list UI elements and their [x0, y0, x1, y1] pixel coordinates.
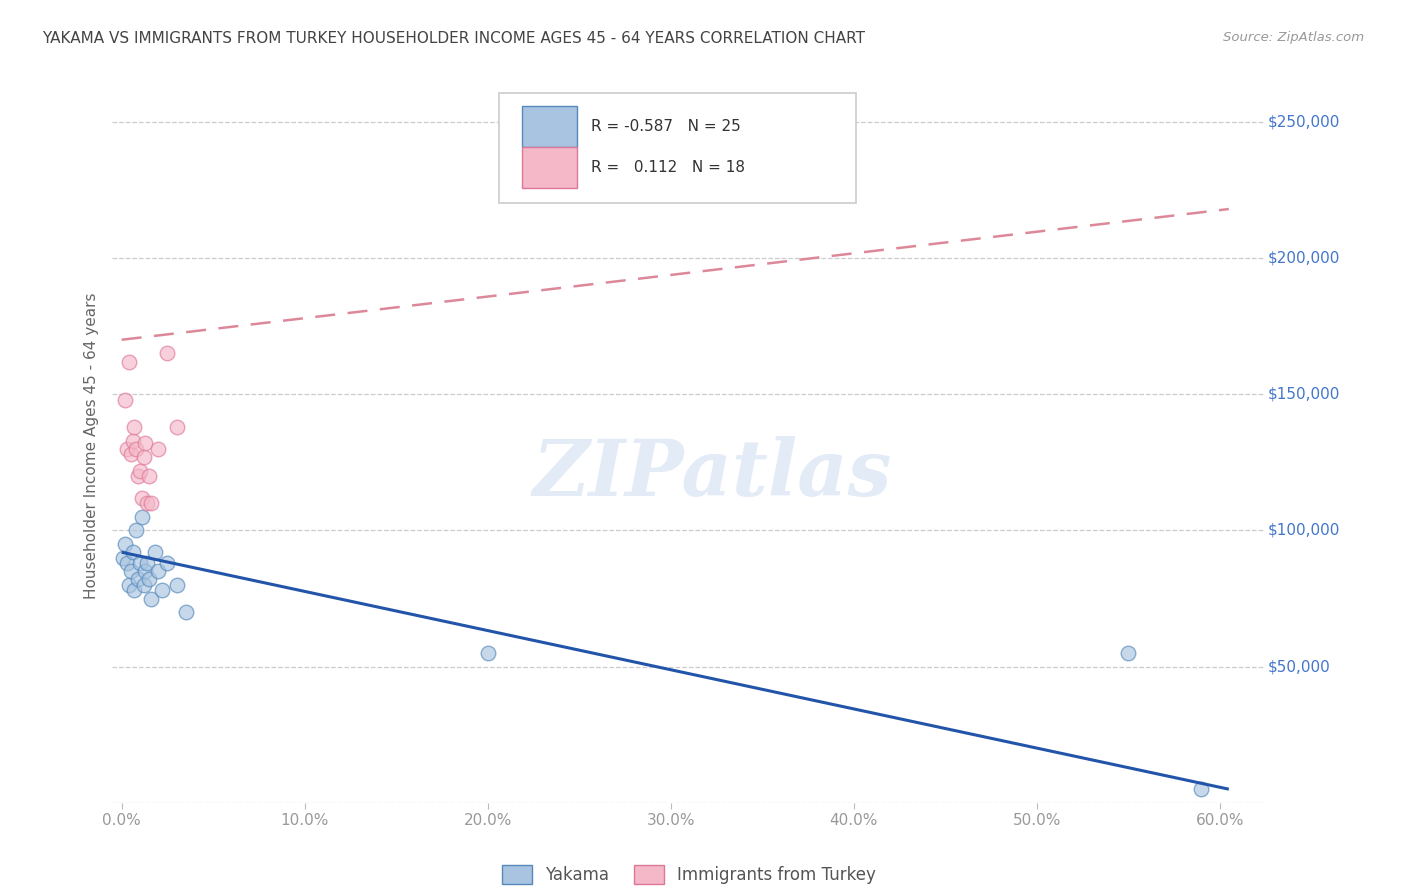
Point — [118, 578, 141, 592]
Point — [112, 550, 135, 565]
Point — [120, 447, 142, 461]
Point — [125, 442, 148, 456]
Point — [136, 556, 159, 570]
Point — [148, 442, 170, 456]
Point — [138, 573, 160, 587]
Point — [115, 556, 138, 570]
Y-axis label: Householder Income Ages 45 - 64 years: Householder Income Ages 45 - 64 years — [84, 293, 100, 599]
Point — [120, 564, 142, 578]
Point — [134, 436, 156, 450]
Point — [114, 537, 136, 551]
Point — [174, 605, 197, 619]
Point — [127, 573, 149, 587]
Text: YAKAMA VS IMMIGRANTS FROM TURKEY HOUSEHOLDER INCOME AGES 45 - 64 YEARS CORRELATI: YAKAMA VS IMMIGRANTS FROM TURKEY HOUSEHO… — [42, 31, 865, 46]
Point — [1189, 782, 1212, 797]
Point — [150, 583, 173, 598]
Point — [114, 392, 136, 407]
Point — [477, 646, 499, 660]
Point — [138, 469, 160, 483]
Point — [127, 469, 149, 483]
Point — [131, 491, 153, 505]
Point — [139, 591, 162, 606]
Point — [156, 556, 179, 570]
Point — [121, 545, 143, 559]
FancyBboxPatch shape — [499, 93, 856, 203]
Point — [132, 450, 155, 464]
Point — [131, 509, 153, 524]
Text: R = -0.587   N = 25: R = -0.587 N = 25 — [591, 119, 741, 134]
Point — [118, 354, 141, 368]
Point — [124, 420, 146, 434]
Point — [115, 442, 138, 456]
Text: $150,000: $150,000 — [1268, 387, 1340, 401]
Text: R =   0.112   N = 18: R = 0.112 N = 18 — [591, 161, 745, 175]
Legend: Yakama, Immigrants from Turkey: Yakama, Immigrants from Turkey — [495, 859, 883, 891]
Text: $200,000: $200,000 — [1268, 251, 1340, 266]
Text: $250,000: $250,000 — [1268, 114, 1340, 129]
Point — [125, 524, 148, 538]
Point — [129, 556, 152, 570]
Point — [139, 496, 162, 510]
Text: $50,000: $50,000 — [1268, 659, 1330, 674]
Point — [124, 583, 146, 598]
FancyBboxPatch shape — [522, 147, 576, 188]
Text: $100,000: $100,000 — [1268, 523, 1340, 538]
Point — [148, 564, 170, 578]
Text: Source: ZipAtlas.com: Source: ZipAtlas.com — [1223, 31, 1364, 45]
FancyBboxPatch shape — [522, 105, 576, 147]
Point — [136, 496, 159, 510]
Point — [156, 346, 179, 360]
Point — [166, 578, 188, 592]
Point — [134, 564, 156, 578]
Point — [129, 463, 152, 477]
Point — [166, 420, 188, 434]
Point — [1116, 646, 1139, 660]
Point — [121, 434, 143, 448]
Point — [132, 578, 155, 592]
Text: ZIPatlas: ZIPatlas — [533, 436, 891, 513]
Point — [143, 545, 166, 559]
